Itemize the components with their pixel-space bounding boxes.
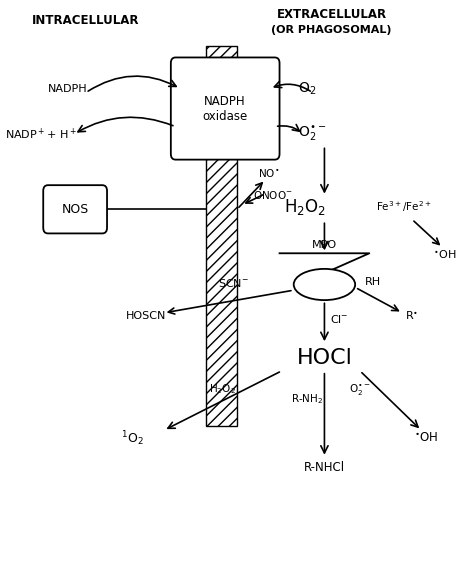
Text: NADPH: NADPH	[48, 84, 88, 94]
Text: ONOO$^{-}$: ONOO$^{-}$	[253, 189, 292, 201]
Text: HOCl: HOCl	[297, 348, 352, 368]
Text: RH: RH	[365, 277, 381, 287]
Text: NOS: NOS	[62, 203, 89, 216]
Text: HOSCN: HOSCN	[126, 311, 166, 321]
Text: R-NHCl: R-NHCl	[304, 461, 345, 474]
Text: H$_2$O$_2$: H$_2$O$_2$	[284, 197, 327, 217]
Bar	[206, 46, 237, 426]
Text: SCN$^{-}$: SCN$^{-}$	[218, 277, 249, 290]
Text: H$_2$O$_2$: H$_2$O$_2$	[209, 382, 236, 397]
Text: (OR PHAGOSOMAL): (OR PHAGOSOMAL)	[271, 25, 392, 35]
Text: $^{\bullet}$OH: $^{\bullet}$OH	[414, 432, 439, 446]
Text: EXTRACELLULAR: EXTRACELLULAR	[276, 9, 387, 22]
Text: R-NH$_2$: R-NH$_2$	[292, 392, 323, 406]
Text: NO$^{\bullet}$: NO$^{\bullet}$	[258, 167, 280, 179]
Text: Cl$^{-}$: Cl$^{-}$	[330, 312, 349, 324]
Text: NADPH
oxidase: NADPH oxidase	[202, 94, 248, 122]
Text: R$^{\bullet}$: R$^{\bullet}$	[405, 310, 418, 322]
FancyBboxPatch shape	[171, 57, 280, 160]
Text: INTRACELLULAR: INTRACELLULAR	[32, 14, 139, 27]
Text: MPO: MPO	[312, 240, 337, 250]
Text: $^{\bullet}$OH: $^{\bullet}$OH	[433, 249, 456, 261]
Text: O$_2$: O$_2$	[299, 80, 317, 97]
Text: O$_2^{\bullet -}$: O$_2^{\bullet -}$	[299, 125, 327, 143]
Ellipse shape	[294, 269, 355, 300]
FancyBboxPatch shape	[43, 185, 107, 233]
Text: $^1$O$_2$: $^1$O$_2$	[121, 430, 144, 448]
Text: O$_2^{\bullet -}$: O$_2^{\bullet -}$	[349, 382, 371, 397]
Text: NADP$^+$+ H$^+$: NADP$^+$+ H$^+$	[5, 126, 77, 142]
Text: Fe$^{3+}$/Fe$^{2+}$: Fe$^{3+}$/Fe$^{2+}$	[376, 199, 432, 214]
